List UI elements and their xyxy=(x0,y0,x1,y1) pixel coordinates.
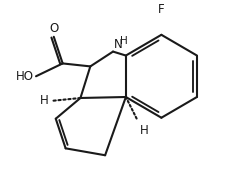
Text: N: N xyxy=(114,38,123,51)
Text: H: H xyxy=(140,124,148,137)
Text: F: F xyxy=(158,3,165,16)
Text: H: H xyxy=(40,94,49,107)
Text: H: H xyxy=(120,36,128,46)
Text: HO: HO xyxy=(16,70,34,83)
Text: O: O xyxy=(49,22,58,35)
